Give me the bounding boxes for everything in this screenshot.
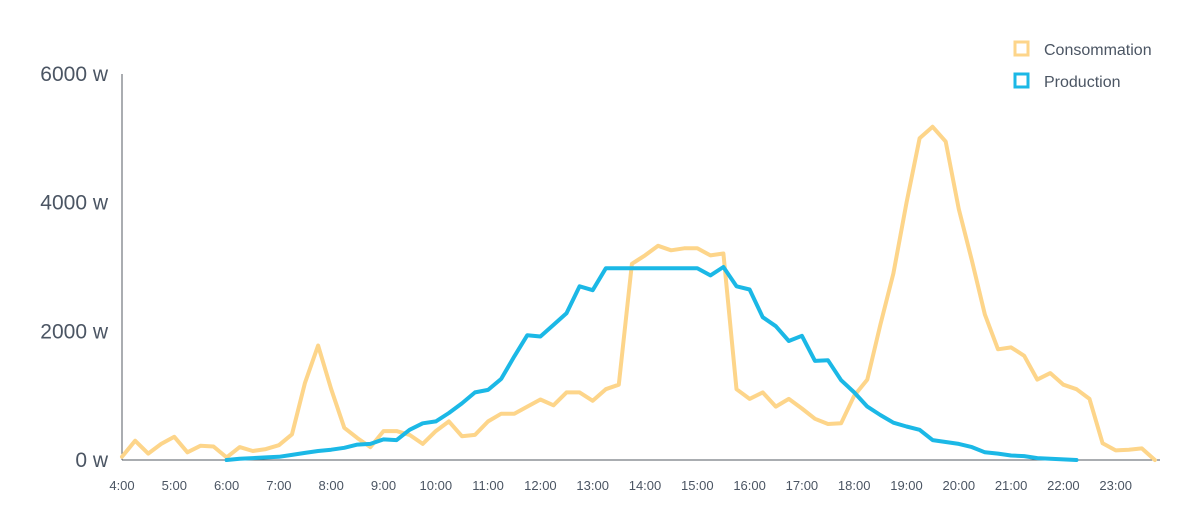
x-tick-label: 10:00 — [420, 478, 453, 493]
x-tick-label: 14:00 — [629, 478, 662, 493]
x-tick-label: 20:00 — [943, 478, 976, 493]
x-tick-label: 7:00 — [266, 478, 291, 493]
x-tick-label: 18:00 — [838, 478, 871, 493]
x-tick-label: 12:00 — [524, 478, 557, 493]
axes-layer: 0 w 2000 w 4000 w 6000 w 4:00 5:00 6:00 7:00 8:0… — [40, 63, 1160, 493]
x-tick-label: 9:00 — [371, 478, 396, 493]
x-tick-label: 19:00 — [890, 478, 923, 493]
y-tick-label: 6000 w — [40, 63, 109, 86]
y-tick-label: 0 w — [75, 449, 109, 472]
y-tick-label: 2000 w — [40, 320, 109, 343]
legend-label-production: Production — [1044, 74, 1121, 91]
x-tick-label: 23:00 — [1099, 478, 1132, 493]
legend-swatch-consommation — [1013, 40, 1030, 57]
x-tick-label: 16:00 — [733, 478, 766, 493]
x-tick-label: 5:00 — [162, 478, 187, 493]
series-line-production — [224, 265, 1079, 462]
x-tick-label: 21:00 — [995, 478, 1028, 493]
y-tick-label: 4000 w — [40, 192, 109, 215]
x-tick-label: 8:00 — [319, 478, 344, 493]
x-tick-label: 11:00 — [472, 478, 504, 493]
legend-swatch-production — [1013, 72, 1030, 89]
x-tick-label: 4:00 — [109, 478, 134, 493]
x-tick-label: 15:00 — [681, 478, 714, 493]
legend: Consommation Production — [1013, 40, 1152, 91]
x-tick-label: 13:00 — [576, 478, 609, 493]
x-tick-label: 6:00 — [214, 478, 239, 493]
x-tick-label: 17:00 — [786, 478, 819, 493]
series-layer — [120, 124, 1157, 462]
series-line-consommation — [120, 124, 1157, 462]
x-tick-label: 22:00 — [1047, 478, 1080, 493]
legend-label-consommation: Consommation — [1044, 42, 1152, 59]
